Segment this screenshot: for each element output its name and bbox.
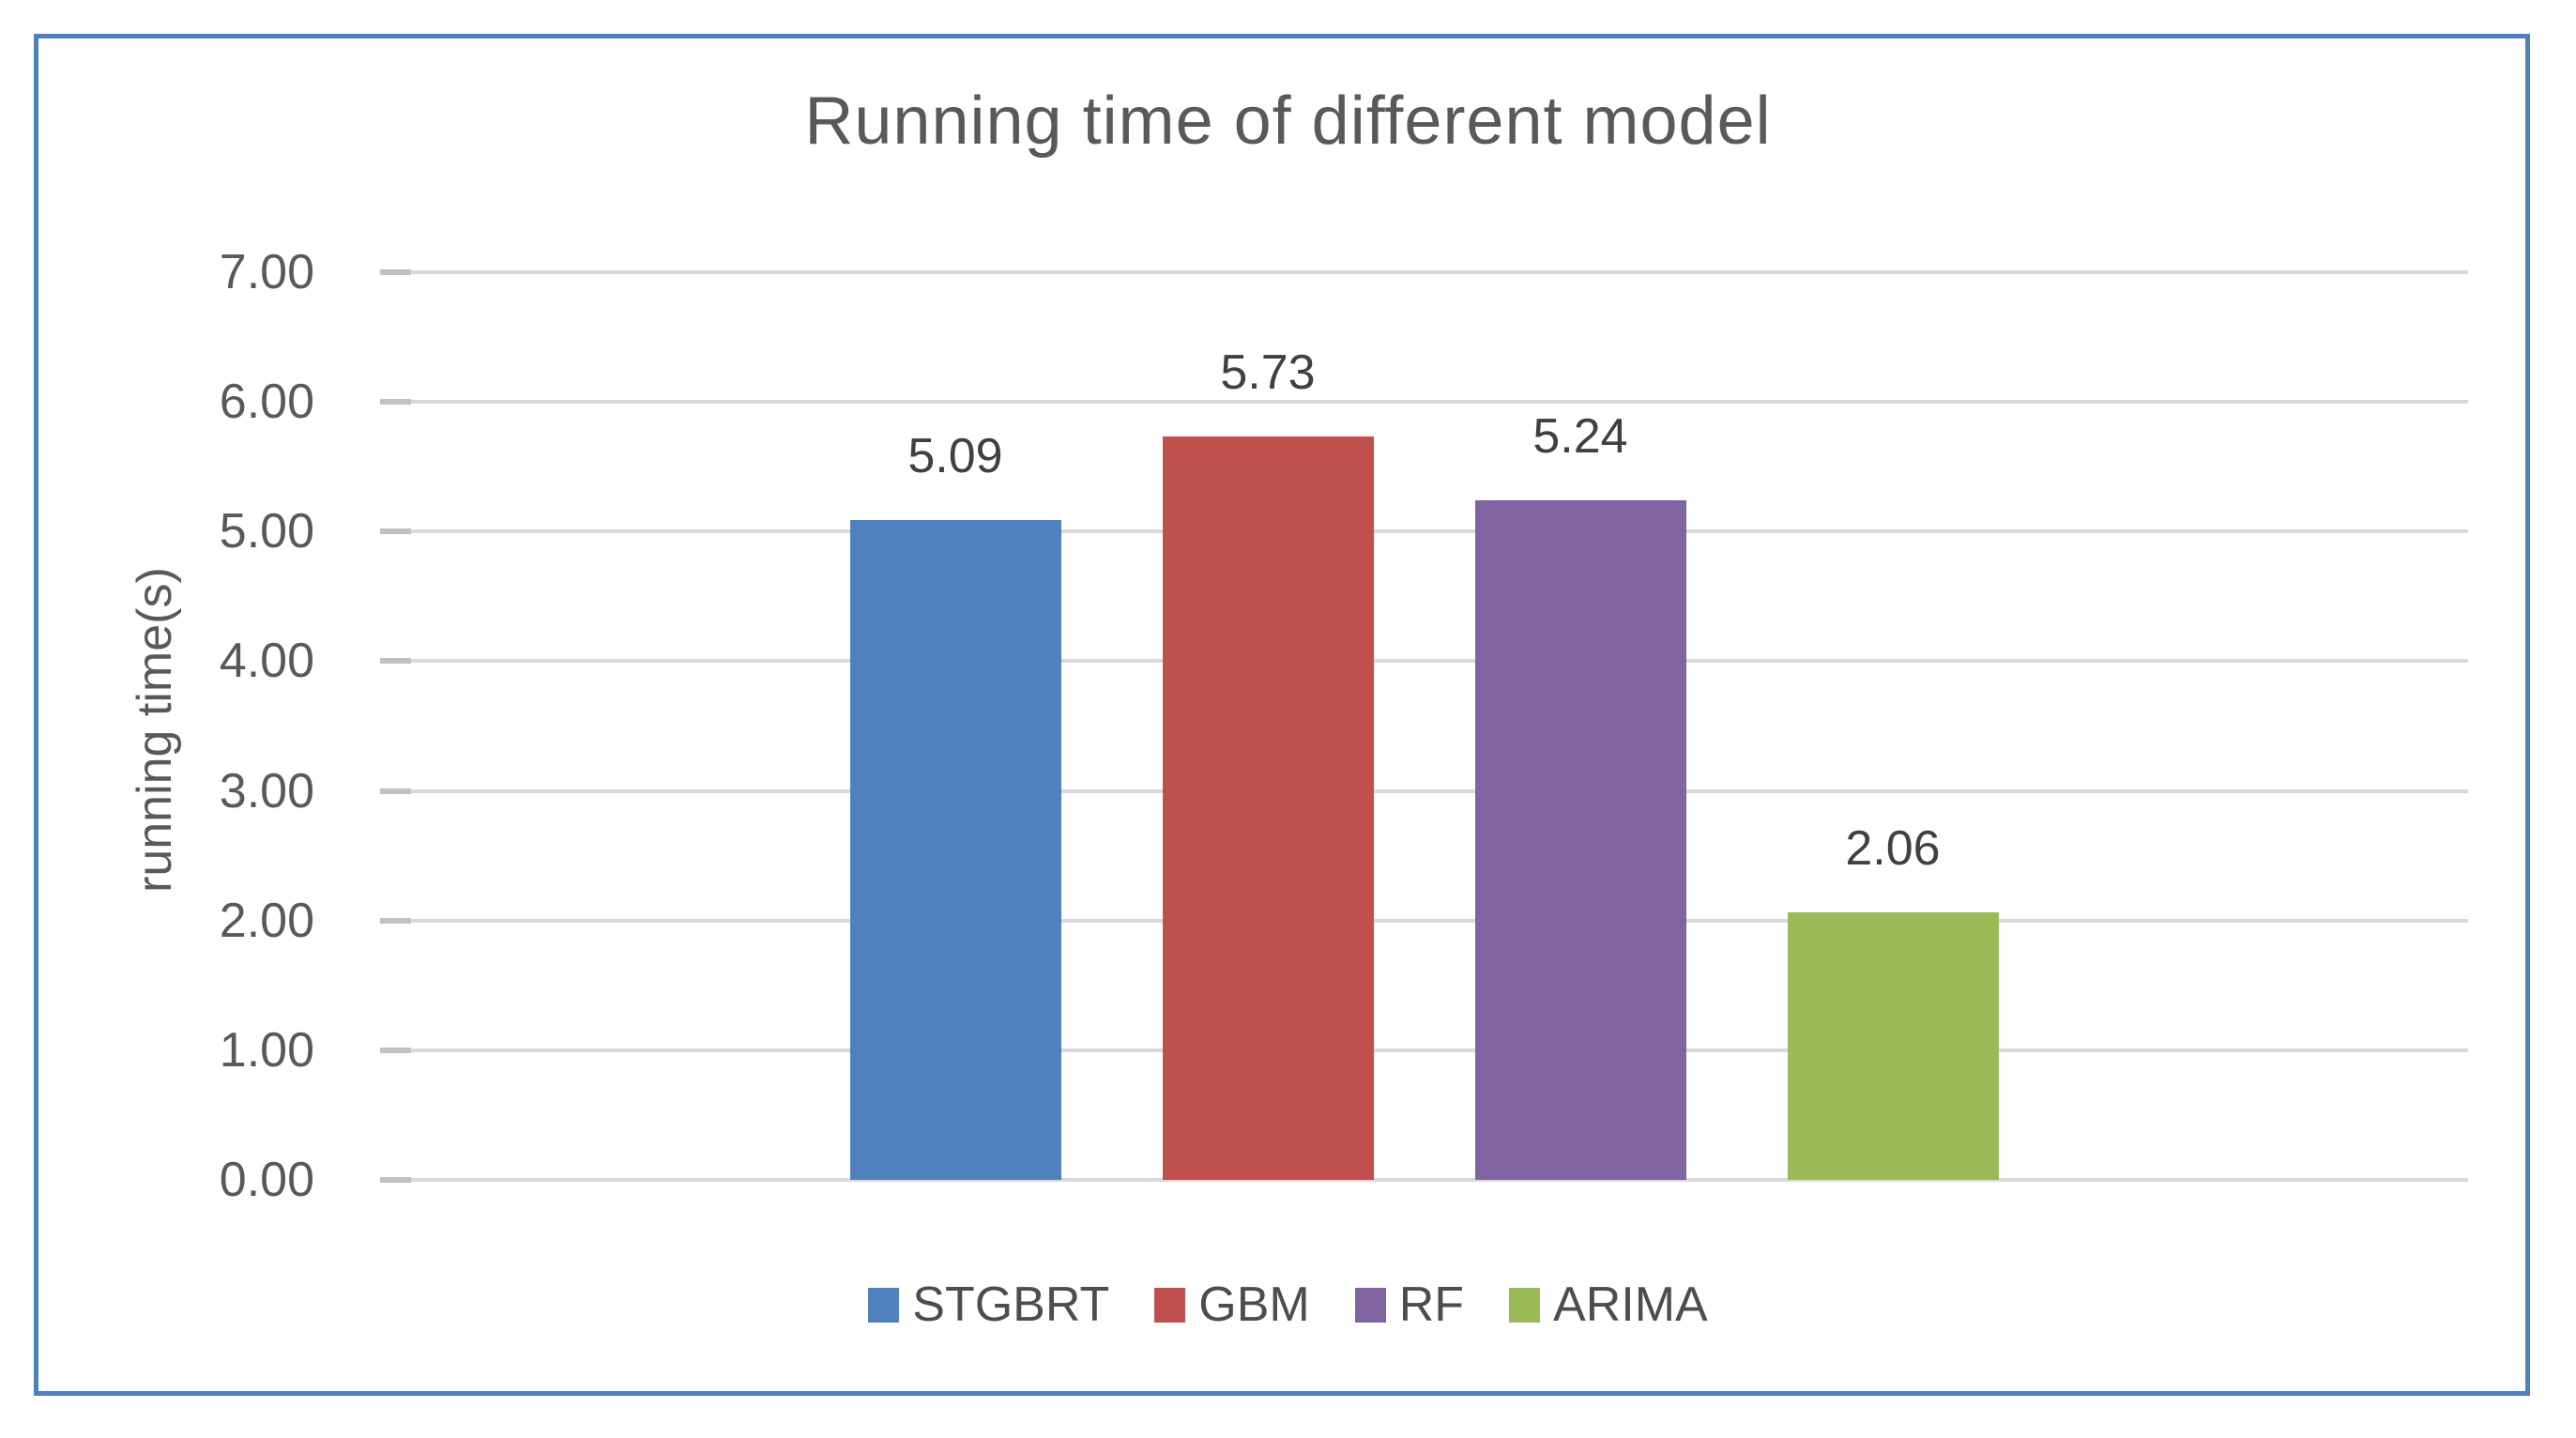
bar-slot-rf: 5.24 (1425, 272, 1737, 1180)
bar-slot-stgbrt: 5.09 (800, 272, 1112, 1180)
y-tick-label: 6.00 (219, 375, 314, 430)
legend-item-arima: ARIMA (1509, 1277, 1708, 1333)
bar-value-label-gbm: 5.73 (1220, 345, 1316, 401)
bar-arima: 2.06 (1787, 821, 1999, 1180)
y-tick-label: 3.00 (219, 763, 314, 818)
bar-rf: 5.24 (1474, 409, 1686, 1180)
gridline (380, 658, 2468, 665)
bar-stgbrt: 5.09 (849, 429, 1061, 1180)
plot-area: 5.09 5.73 5.24 2.06 (380, 269, 2468, 1183)
legend-label: STGBRT (912, 1277, 1110, 1332)
y-tick-label: 4.00 (219, 634, 314, 689)
bar-slot-gbm: 5.73 (1112, 272, 1425, 1180)
y-tick-label: 5.00 (219, 504, 314, 559)
gridline (380, 399, 2468, 405)
bar-slot-arima: 2.06 (1737, 272, 2050, 1180)
legend-label: GBM (1198, 1277, 1310, 1332)
legend-swatch-icon (868, 1287, 900, 1323)
legend-item-rf: RF (1354, 1277, 1465, 1333)
bar-gbm: 5.73 (1162, 345, 1374, 1180)
bar-value-label-arima: 2.06 (1845, 821, 1941, 877)
legend-swatch-icon (1509, 1287, 1541, 1323)
gridline (380, 788, 2468, 794)
gridline (380, 1177, 2468, 1183)
legend-swatch-icon (1354, 1287, 1386, 1323)
legend: STGBRT GBM RF ARIMA (0, 1269, 2576, 1340)
legend-item-stgbrt: STGBRT (868, 1277, 1109, 1333)
y-tick-label: 1.00 (219, 1022, 314, 1078)
gridline (380, 269, 2468, 275)
y-tick-label: 2.00 (219, 893, 314, 948)
gridline (380, 917, 2468, 924)
legend-label: RF (1398, 1277, 1465, 1332)
legend-item-gbm: GBM (1154, 1277, 1310, 1333)
chart-title: Running time of different model (804, 84, 1772, 159)
bar-value-label-rf: 5.24 (1532, 409, 1628, 465)
bar-value-label-stgbrt: 5.09 (907, 428, 1003, 483)
gridline (380, 1047, 2468, 1053)
y-tick-label: 0.00 (219, 1153, 314, 1207)
y-tick-label: 7.00 (219, 245, 314, 299)
bars-region: 5.09 5.73 5.24 2.06 (800, 272, 2050, 1180)
legend-swatch-icon (1154, 1287, 1186, 1323)
gridline (380, 528, 2468, 535)
y-axis-tick-labels: 7.00 6.00 5.00 4.00 3.00 2.00 1.00 0.00 (136, 245, 314, 1207)
legend-label: ARIMA (1553, 1277, 1708, 1332)
